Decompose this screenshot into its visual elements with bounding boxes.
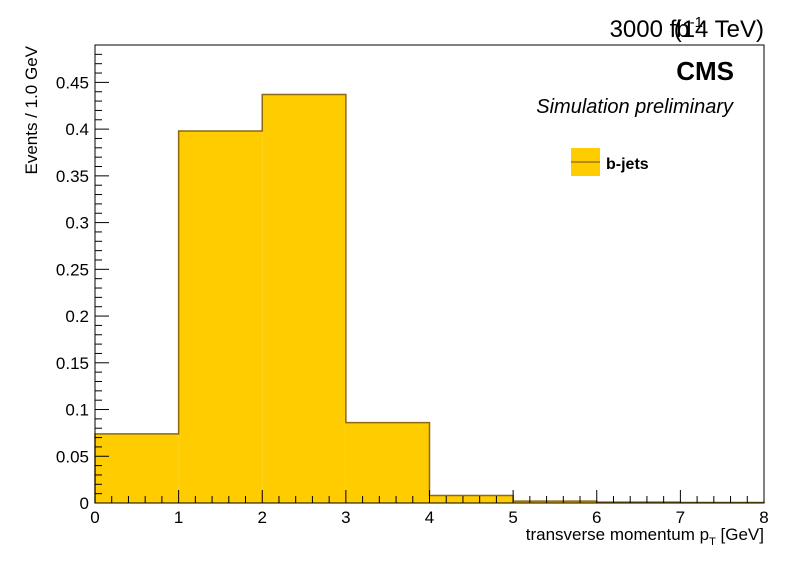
x-axis-label: transverse momentum pT [GeV] — [526, 525, 764, 548]
x-tick-label: 1 — [174, 508, 183, 527]
x-tick-label: 7 — [676, 508, 685, 527]
legend-entry-b-jets: b-jets — [606, 156, 649, 173]
legend: b-jets — [571, 148, 649, 176]
lumi-label: 3000 fb-1 — [610, 14, 703, 43]
histogram-bin-2 — [262, 94, 346, 504]
histogram-bin-5 — [513, 501, 597, 503]
x-tick-label: 5 — [508, 508, 517, 527]
y-tick-label: 0.4 — [65, 120, 89, 139]
x-tick-label: 2 — [258, 508, 267, 527]
experiment-label: CMS — [676, 56, 734, 86]
histogram-bin-0 — [95, 433, 179, 503]
y-tick-label: 0.25 — [56, 260, 89, 279]
histogram-bin-3 — [345, 422, 430, 503]
y-axis-label: Events / 1.0 GeV — [22, 45, 41, 174]
x-tick-label: 4 — [425, 508, 434, 527]
y-tick-label: 0.15 — [56, 354, 89, 373]
x-tick-label: 6 — [592, 508, 601, 527]
y-axis: 0 0.05 0.1 0.15 0.2 0.25 0.3 0.35 0.4 0.45 — [56, 44, 109, 513]
histogram-bars — [94, 93, 765, 504]
histogram-bin-4 — [429, 495, 514, 503]
x-tick-label: 8 — [759, 508, 768, 527]
x-tick-label: 0 — [90, 508, 99, 527]
y-tick-label: 0 — [80, 494, 89, 513]
x-axis: 0 1 2 3 4 5 6 7 8 — [90, 490, 769, 527]
histogram-bin-1 — [178, 130, 263, 504]
status-label: Simulation preliminary — [536, 96, 734, 118]
y-tick-label: 0.05 — [56, 447, 89, 466]
y-tick-label: 0.45 — [56, 73, 89, 92]
y-tick-label: 0.35 — [56, 167, 89, 186]
x-tick-label: 3 — [341, 508, 350, 527]
energy-label: (14 TeV) — [674, 16, 764, 43]
y-tick-label: 0.3 — [65, 214, 89, 233]
y-tick-label: 0.1 — [65, 401, 89, 420]
y-tick-label: 0.2 — [65, 307, 89, 326]
